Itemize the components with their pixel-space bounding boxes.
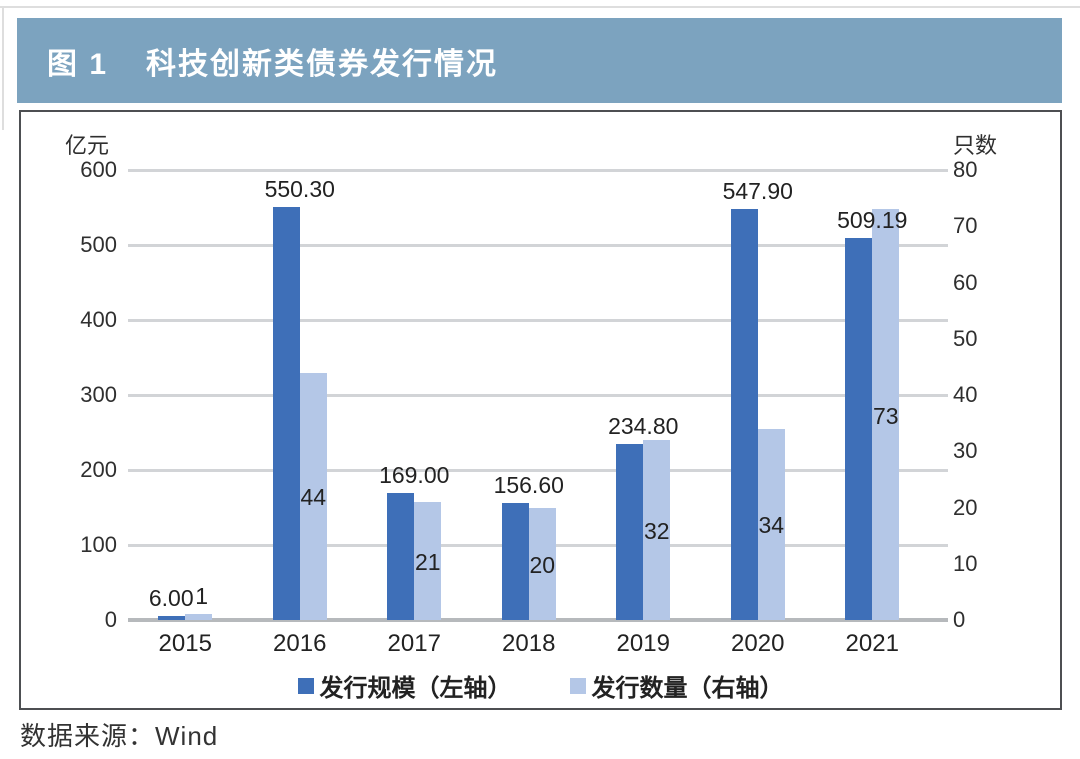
legend-label: 发行数量（右轴） <box>591 675 784 702</box>
data-source-text: 数据来源：Wind <box>20 721 219 751</box>
x-axis-category-label: 2015 <box>158 630 212 657</box>
bar-issuance-count <box>643 440 671 620</box>
right-axis-tick-label: 0 <box>953 607 966 632</box>
value-label-count: 32 <box>643 518 670 544</box>
figure-title: 科技创新类债券发行情况 <box>146 47 499 81</box>
right-axis-tick-label: 20 <box>953 494 978 520</box>
right-axis-tick-label: 80 <box>953 157 978 182</box>
value-label-count: 21 <box>414 548 441 575</box>
value-label-count: 20 <box>529 551 556 578</box>
value-label-count: 1 <box>195 583 209 610</box>
bar-issuance-count <box>872 209 900 620</box>
legend-swatch-icon <box>297 677 314 694</box>
bar-issuance-count <box>299 372 327 620</box>
right-axis-unit-label: 只数 <box>953 133 998 158</box>
top-border-line <box>0 6 1080 8</box>
value-label-scale: 169.00 <box>379 462 450 489</box>
gridline <box>128 394 948 397</box>
legend-item: 发行数量（右轴） <box>569 668 784 703</box>
left-axis-tick-label: 600 <box>80 157 117 182</box>
left-axis-tick-label: 0 <box>104 607 117 632</box>
bar-issuance-count <box>414 501 442 620</box>
bar-issuance-scale <box>272 207 300 620</box>
bar-issuance-scale <box>730 209 758 620</box>
value-label-count: 34 <box>758 512 785 539</box>
right-axis-tick-label: 30 <box>953 438 978 464</box>
right-axis-tick-label: 10 <box>953 550 978 576</box>
legend-item: 发行规模（左轴） <box>297 668 512 703</box>
bar-issuance-scale <box>501 502 529 620</box>
x-axis-category-label: 2016 <box>273 630 327 657</box>
figure-title-bar: 图 1 科技创新类债券发行情况 <box>17 18 1062 103</box>
bar-issuance-scale <box>158 615 186 620</box>
left-axis-tick-label: 300 <box>80 382 117 407</box>
x-axis-line <box>128 618 948 622</box>
value-label-scale: 156.60 <box>493 471 564 498</box>
x-axis-category-label: 2020 <box>731 630 785 657</box>
left-axis-unit-label: 亿元 <box>65 133 110 158</box>
value-label-scale: 547.90 <box>722 178 793 205</box>
figure-label: 图 1 <box>47 47 109 81</box>
x-axis-category-label: 2018 <box>502 630 556 657</box>
bar-issuance-scale <box>616 443 644 620</box>
left-border-line <box>2 6 4 130</box>
x-axis-category-label: 2017 <box>387 630 441 657</box>
legend-swatch-icon <box>569 677 586 694</box>
x-axis-category-label: 2021 <box>845 630 899 657</box>
right-axis-tick-label: 50 <box>953 325 978 351</box>
gridline <box>128 169 948 172</box>
left-axis-tick-label: 400 <box>80 307 117 332</box>
bar-issuance-count <box>757 428 785 620</box>
value-label-count: 73 <box>872 402 899 429</box>
chart-panel: 亿元 只数 6.00 1 2015 550.30 44 2016 169.00 21 2017 1… <box>19 110 1062 710</box>
value-label-scale: 509.19 <box>837 207 908 234</box>
chart-legend: 发行规模（左轴） 发行数量（右轴） <box>21 668 1060 703</box>
bar-issuance-count <box>528 507 556 620</box>
value-label-scale: 234.80 <box>608 412 679 439</box>
left-axis-tick-label: 200 <box>80 457 117 482</box>
x-axis-category-label: 2019 <box>616 630 670 657</box>
right-axis-tick-label: 40 <box>953 382 978 407</box>
gridline <box>128 319 948 322</box>
value-label-scale: 550.30 <box>264 176 335 203</box>
right-axis-tick-label: 60 <box>953 269 978 295</box>
value-label-scale: 6.00 <box>148 584 194 611</box>
bar-issuance-scale <box>845 238 873 620</box>
right-axis-tick-label: 70 <box>953 213 978 239</box>
plot-area: 6.00 1 2015 550.30 44 2016 169.00 21 2017 156.60 2… <box>128 169 948 657</box>
bar-issuance-scale <box>387 493 415 620</box>
gridline <box>128 244 948 247</box>
gridline <box>128 469 948 472</box>
value-label-count: 44 <box>300 484 327 511</box>
legend-label: 发行规模（左轴） <box>319 675 512 702</box>
left-axis-tick-label: 500 <box>80 232 117 257</box>
left-axis-tick-label: 100 <box>80 532 117 557</box>
bar-issuance-count <box>185 614 213 620</box>
